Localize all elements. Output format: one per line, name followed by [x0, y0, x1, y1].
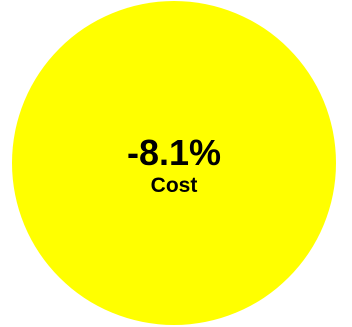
kpi-label: Cost — [150, 174, 198, 197]
kpi-value: -8.1% — [126, 132, 222, 173]
kpi-circle: -8.1% Cost — [12, 1, 336, 325]
